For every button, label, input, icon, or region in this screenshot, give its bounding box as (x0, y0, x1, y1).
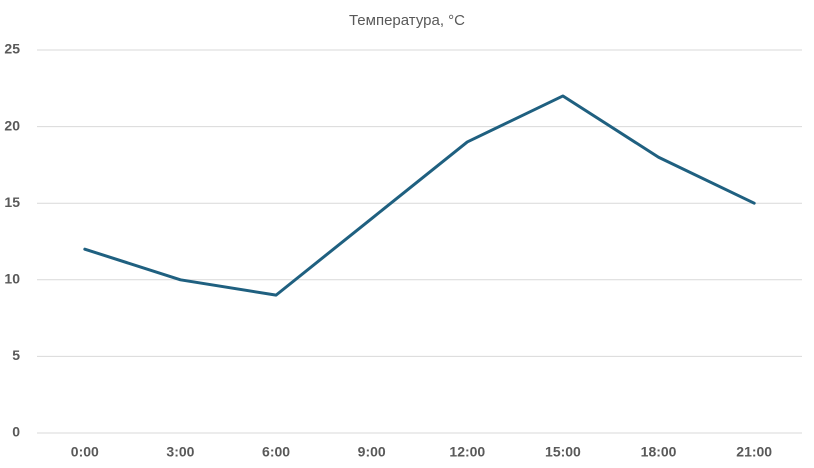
x-tick-label: 3:00 (166, 444, 194, 460)
y-tick-label: 15 (4, 194, 20, 210)
y-tick-label: 20 (4, 117, 20, 133)
x-tick-label: 18:00 (641, 444, 677, 460)
x-tick-label: 6:00 (262, 444, 290, 460)
data-line (83, 94, 756, 297)
y-tick-label: 0 (12, 424, 20, 440)
y-tick-label: 10 (4, 271, 20, 287)
y-tick-label: 5 (12, 347, 20, 363)
x-tick-label: 9:00 (358, 444, 386, 460)
y-tick-label: 25 (4, 41, 20, 57)
chart-title: Температура, °C (349, 12, 465, 29)
x-tick-label: 21:00 (736, 444, 772, 460)
x-tick-label: 15:00 (545, 444, 581, 460)
x-tick-label: 12:00 (449, 444, 485, 460)
x-tick-label: 0:00 (71, 444, 99, 460)
